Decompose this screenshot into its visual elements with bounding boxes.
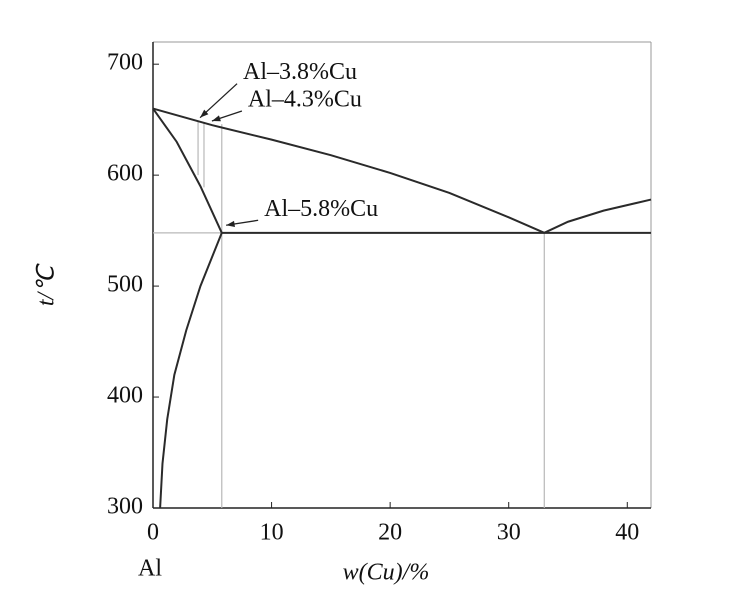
phase-curve — [543, 198, 652, 234]
x-tick-label: 30 — [497, 520, 521, 546]
y-tick-label: 700 — [107, 50, 143, 76]
annotation-label: Al–5.8%Cu — [264, 196, 378, 222]
x-axis-label: w(Cu)/% — [343, 560, 430, 586]
y-tick-label: 500 — [107, 272, 143, 298]
annotation-label: Al–4.3%Cu — [248, 86, 362, 112]
phase-curve — [159, 232, 223, 509]
x-tick-label: 20 — [378, 520, 402, 546]
x-tick-label: 40 — [615, 520, 639, 546]
x-tick-label: 0 — [147, 520, 159, 546]
arrow-head — [226, 220, 235, 228]
arrow-head — [200, 109, 209, 118]
y-tick-label: 300 — [107, 494, 143, 520]
annotation-label: Al–3.8%Cu — [243, 59, 357, 85]
phase-curve — [152, 107, 545, 234]
phase-curve — [152, 107, 223, 234]
y-axis-label: t/℃ — [34, 263, 60, 306]
y-tick-label: 400 — [107, 383, 143, 409]
x-tick-label: 10 — [260, 520, 284, 546]
arrow-head — [211, 115, 221, 122]
origin-label: Al — [138, 556, 162, 582]
y-tick-label: 600 — [107, 161, 143, 187]
